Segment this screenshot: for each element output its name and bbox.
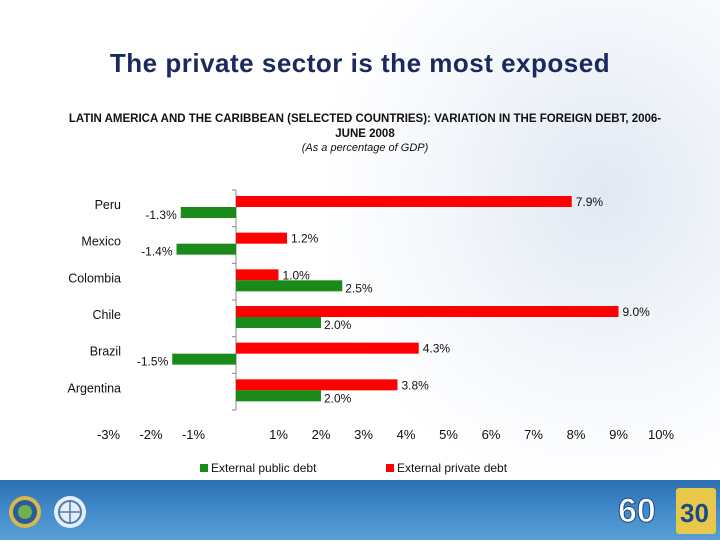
svg-text:60: 60 (618, 492, 656, 530)
x-tick-label: 6% (482, 427, 501, 442)
anniversary-30-logo-icon: 30 (676, 488, 716, 534)
x-tick-label: 1% (269, 427, 288, 442)
bar-private (236, 196, 572, 207)
data-label-public: 2.5% (345, 281, 373, 295)
data-label-public: -1.3% (145, 208, 177, 222)
data-label-private: 1.2% (291, 232, 319, 246)
footer-logos: 60 30 (9, 488, 716, 534)
data-label-public: 2.0% (324, 318, 352, 332)
bar-public (172, 353, 236, 365)
slide-title: The private sector is the most exposed (109, 48, 611, 78)
data-label-private: 4.3% (423, 342, 451, 356)
x-tick-label: 7% (524, 427, 543, 442)
bar-public (236, 280, 343, 292)
un-emblem-icon (54, 496, 86, 528)
background-globe (330, 0, 720, 480)
svg-text:30: 30 (680, 498, 709, 528)
x-tick-label: 8% (567, 427, 586, 442)
bar-public (236, 390, 321, 402)
data-label-public: 2.0% (324, 391, 352, 405)
legend-public: External public debt (200, 461, 316, 475)
bar-public (236, 317, 321, 328)
legend-label-private: External private debt (397, 461, 508, 475)
legend-label-public: External public debt (211, 461, 317, 475)
bar-private (236, 342, 419, 354)
x-tick-label: 3% (354, 427, 373, 442)
category-label: Brazil (90, 345, 121, 359)
category-label: Argentina (67, 381, 121, 395)
data-label-public: -1.5% (137, 355, 169, 369)
data-label-private: 3.8% (402, 378, 430, 392)
category-label: Mexico (81, 235, 121, 249)
anniversary-60-logo-icon: 60 (618, 492, 657, 531)
data-label-private: 7.9% (576, 195, 604, 209)
legend-swatch-public (200, 464, 208, 472)
bar-public (180, 207, 236, 218)
x-tick-label: 9% (609, 427, 628, 442)
x-tick-label: -3% (97, 427, 121, 442)
chart-heading: LATIN AMERICA AND THE CARIBBEAN (SELECTE… (68, 113, 662, 140)
bar-private (236, 379, 398, 391)
x-tick-label: -2% (139, 427, 163, 442)
legend-private: External private debt (386, 461, 507, 475)
bar-public (176, 243, 236, 255)
category-label: Chile (93, 308, 122, 322)
x-tick-label: 4% (397, 427, 416, 442)
data-label-public: -1.4% (141, 245, 173, 259)
x-tick-label: 2% (312, 427, 331, 442)
footer-bar: 60 30 (0, 480, 720, 540)
eclac-logo-icon (9, 496, 41, 528)
bar-chart: Peru 7.9% -1.3% Mexico 1.2% -1.4% Colombia 1.0%… (67, 189, 674, 442)
bar-private (236, 232, 287, 244)
category-label: Colombia (68, 271, 121, 285)
chart-note: (As a percentage of GDP) (301, 142, 429, 154)
x-tick-label: -1% (182, 427, 206, 442)
x-tick-label: 10% (648, 427, 674, 442)
legend-swatch-private (386, 464, 394, 472)
bar-private (236, 269, 279, 281)
data-label-private: 1.0% (283, 268, 311, 282)
data-label-private: 9.0% (623, 305, 651, 319)
bar-private (236, 306, 619, 317)
x-tick-label: 5% (439, 427, 458, 442)
category-label: Peru (95, 198, 121, 212)
